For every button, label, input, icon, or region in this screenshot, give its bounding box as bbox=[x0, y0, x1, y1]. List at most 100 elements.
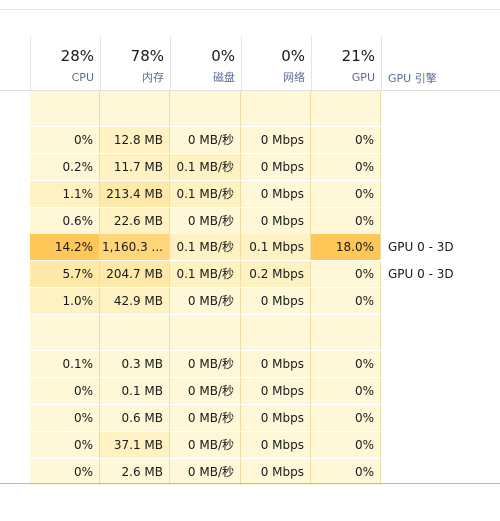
cpu-cell: 0% bbox=[30, 432, 100, 458]
cpu-cell bbox=[30, 91, 100, 126]
network-cell: 0 Mbps bbox=[241, 432, 311, 458]
table-row[interactable]: 1.1% 213.4 MB 0.1 MB/秒 0 Mbps 0% bbox=[0, 181, 500, 208]
memory-cell: 12.8 MB bbox=[100, 127, 170, 153]
memory-cell bbox=[100, 91, 170, 126]
memory-cell: 0.6 MB bbox=[100, 405, 170, 431]
table-row[interactable]: 0% 37.1 MB 0 MB/秒 0 Mbps 0% bbox=[0, 432, 500, 459]
table-row[interactable]: 0.2% 11.7 MB 0.1 MB/秒 0 Mbps 0% bbox=[0, 154, 500, 181]
gpu-column-label: GPU bbox=[351, 71, 375, 84]
cpu-column-label: CPU bbox=[71, 71, 94, 84]
gpu-cell: 0% bbox=[311, 288, 381, 314]
column-header-network[interactable]: 0% 网络 bbox=[241, 36, 311, 90]
network-cell: 0 Mbps bbox=[241, 181, 311, 207]
column-header-gpu-engine[interactable]: GPU 引擎 bbox=[381, 36, 500, 90]
column-header-disk[interactable]: 0% 磁盘 bbox=[170, 36, 241, 90]
table-row[interactable]: 0.1% 0.3 MB 0 MB/秒 0 Mbps 0% bbox=[0, 351, 500, 378]
network-cell: 0 Mbps bbox=[241, 208, 311, 234]
network-cell: 0 Mbps bbox=[241, 351, 311, 377]
disk-cell bbox=[170, 91, 241, 126]
gpu-cell: 0% bbox=[311, 154, 381, 180]
cpu-total-percent: 28% bbox=[60, 47, 94, 65]
memory-cell: 213.4 MB bbox=[100, 181, 170, 207]
memory-column-label: 内存 bbox=[142, 71, 164, 84]
top-divider bbox=[0, 9, 500, 10]
disk-column-label: 磁盘 bbox=[213, 71, 235, 84]
disk-cell: 0.1 MB/秒 bbox=[170, 261, 241, 287]
network-cell: 0 Mbps bbox=[241, 405, 311, 431]
disk-cell: 0 MB/秒 bbox=[170, 208, 241, 234]
gpu-engine-cell: GPU 0 - 3D bbox=[388, 267, 454, 281]
disk-cell: 0 MB/秒 bbox=[170, 405, 241, 431]
network-cell: 0 Mbps bbox=[241, 288, 311, 314]
bottom-divider bbox=[0, 483, 500, 484]
cpu-cell: 1.1% bbox=[30, 181, 100, 207]
disk-cell: 0 MB/秒 bbox=[170, 351, 241, 377]
network-column-label: 网络 bbox=[283, 71, 305, 84]
memory-cell: 2.6 MB bbox=[100, 459, 170, 485]
gpu-cell: 0% bbox=[311, 351, 381, 377]
memory-cell: 1,160.3 ... bbox=[100, 234, 170, 260]
table-row[interactable]: 0% 2.6 MB 0 MB/秒 0 Mbps 0% bbox=[0, 459, 500, 486]
cpu-cell bbox=[30, 315, 100, 350]
memory-cell: 42.9 MB bbox=[100, 288, 170, 314]
memory-total-percent: 78% bbox=[130, 47, 164, 65]
column-header-cpu[interactable]: 28% CPU bbox=[30, 36, 100, 90]
group-separator-row bbox=[0, 315, 500, 351]
network-cell: 0 Mbps bbox=[241, 127, 311, 153]
network-cell: 0 Mbps bbox=[241, 459, 311, 485]
memory-cell: 0.3 MB bbox=[100, 351, 170, 377]
network-cell bbox=[241, 91, 311, 126]
table-row[interactable]: 1.0% 42.9 MB 0 MB/秒 0 Mbps 0% bbox=[0, 288, 500, 315]
disk-cell: 0 MB/秒 bbox=[170, 288, 241, 314]
disk-cell bbox=[170, 315, 241, 350]
disk-cell: 0 MB/秒 bbox=[170, 127, 241, 153]
cpu-cell: 5.7% bbox=[30, 261, 100, 287]
gpu-cell: 0% bbox=[311, 261, 381, 287]
table-row[interactable]: 5.7% 204.7 MB 0.1 MB/秒 0.2 Mbps 0% GPU 0 - 3D bbox=[0, 261, 500, 288]
memory-cell: 22.6 MB bbox=[100, 208, 170, 234]
gpu-cell: 0% bbox=[311, 405, 381, 431]
disk-cell: 0.1 MB/秒 bbox=[170, 234, 241, 260]
column-header-memory[interactable]: 78% 内存 bbox=[100, 36, 170, 90]
memory-cell bbox=[100, 315, 170, 350]
network-cell: 0.1 Mbps bbox=[241, 234, 311, 260]
table-row[interactable]: 0.6% 22.6 MB 0 MB/秒 0 Mbps 0% bbox=[0, 208, 500, 235]
gpu-engine-cell: GPU 0 - 3D bbox=[388, 240, 454, 254]
network-cell bbox=[241, 315, 311, 350]
network-cell: 0 Mbps bbox=[241, 154, 311, 180]
cpu-cell: 1.0% bbox=[30, 288, 100, 314]
cpu-cell: 0% bbox=[30, 405, 100, 431]
memory-cell: 204.7 MB bbox=[100, 261, 170, 287]
gpu-cell: 0% bbox=[311, 208, 381, 234]
disk-cell: 0 MB/秒 bbox=[170, 432, 241, 458]
column-header-gpu[interactable]: 21% GPU bbox=[311, 36, 381, 90]
cpu-cell: 0.1% bbox=[30, 351, 100, 377]
disk-cell: 0.1 MB/秒 bbox=[170, 154, 241, 180]
network-cell: 0 Mbps bbox=[241, 378, 311, 404]
cpu-cell: 0% bbox=[30, 378, 100, 404]
cpu-cell: 0% bbox=[30, 459, 100, 485]
table-row[interactable]: 14.2% 1,160.3 ... 0.1 MB/秒 0.1 Mbps 18.0% GPU… bbox=[0, 234, 500, 261]
table-row[interactable]: 0% 0.6 MB 0 MB/秒 0 Mbps 0% bbox=[0, 405, 500, 432]
gpu-cell: 0% bbox=[311, 181, 381, 207]
memory-cell: 37.1 MB bbox=[100, 432, 170, 458]
gpu-total-percent: 21% bbox=[341, 47, 375, 65]
cpu-cell: 0.6% bbox=[30, 208, 100, 234]
table-row[interactable]: 0% 0.1 MB 0 MB/秒 0 Mbps 0% bbox=[0, 378, 500, 405]
memory-cell: 11.7 MB bbox=[100, 154, 170, 180]
gpu-cell bbox=[311, 91, 381, 126]
gpu-cell: 18.0% bbox=[311, 234, 381, 260]
disk-total-percent: 0% bbox=[211, 47, 235, 65]
table-row[interactable]: 0% 12.8 MB 0 MB/秒 0 Mbps 0% bbox=[0, 127, 500, 154]
gpu-cell: 0% bbox=[311, 459, 381, 485]
group-separator-row bbox=[0, 91, 500, 127]
cpu-cell: 0.2% bbox=[30, 154, 100, 180]
cpu-cell: 0% bbox=[30, 127, 100, 153]
gpu-cell: 0% bbox=[311, 378, 381, 404]
network-cell: 0.2 Mbps bbox=[241, 261, 311, 287]
gpu-engine-column-label: GPU 引擎 bbox=[388, 72, 437, 85]
disk-cell: 0 MB/秒 bbox=[170, 378, 241, 404]
memory-cell: 0.1 MB bbox=[100, 378, 170, 404]
gpu-cell: 0% bbox=[311, 127, 381, 153]
network-total-percent: 0% bbox=[281, 47, 305, 65]
